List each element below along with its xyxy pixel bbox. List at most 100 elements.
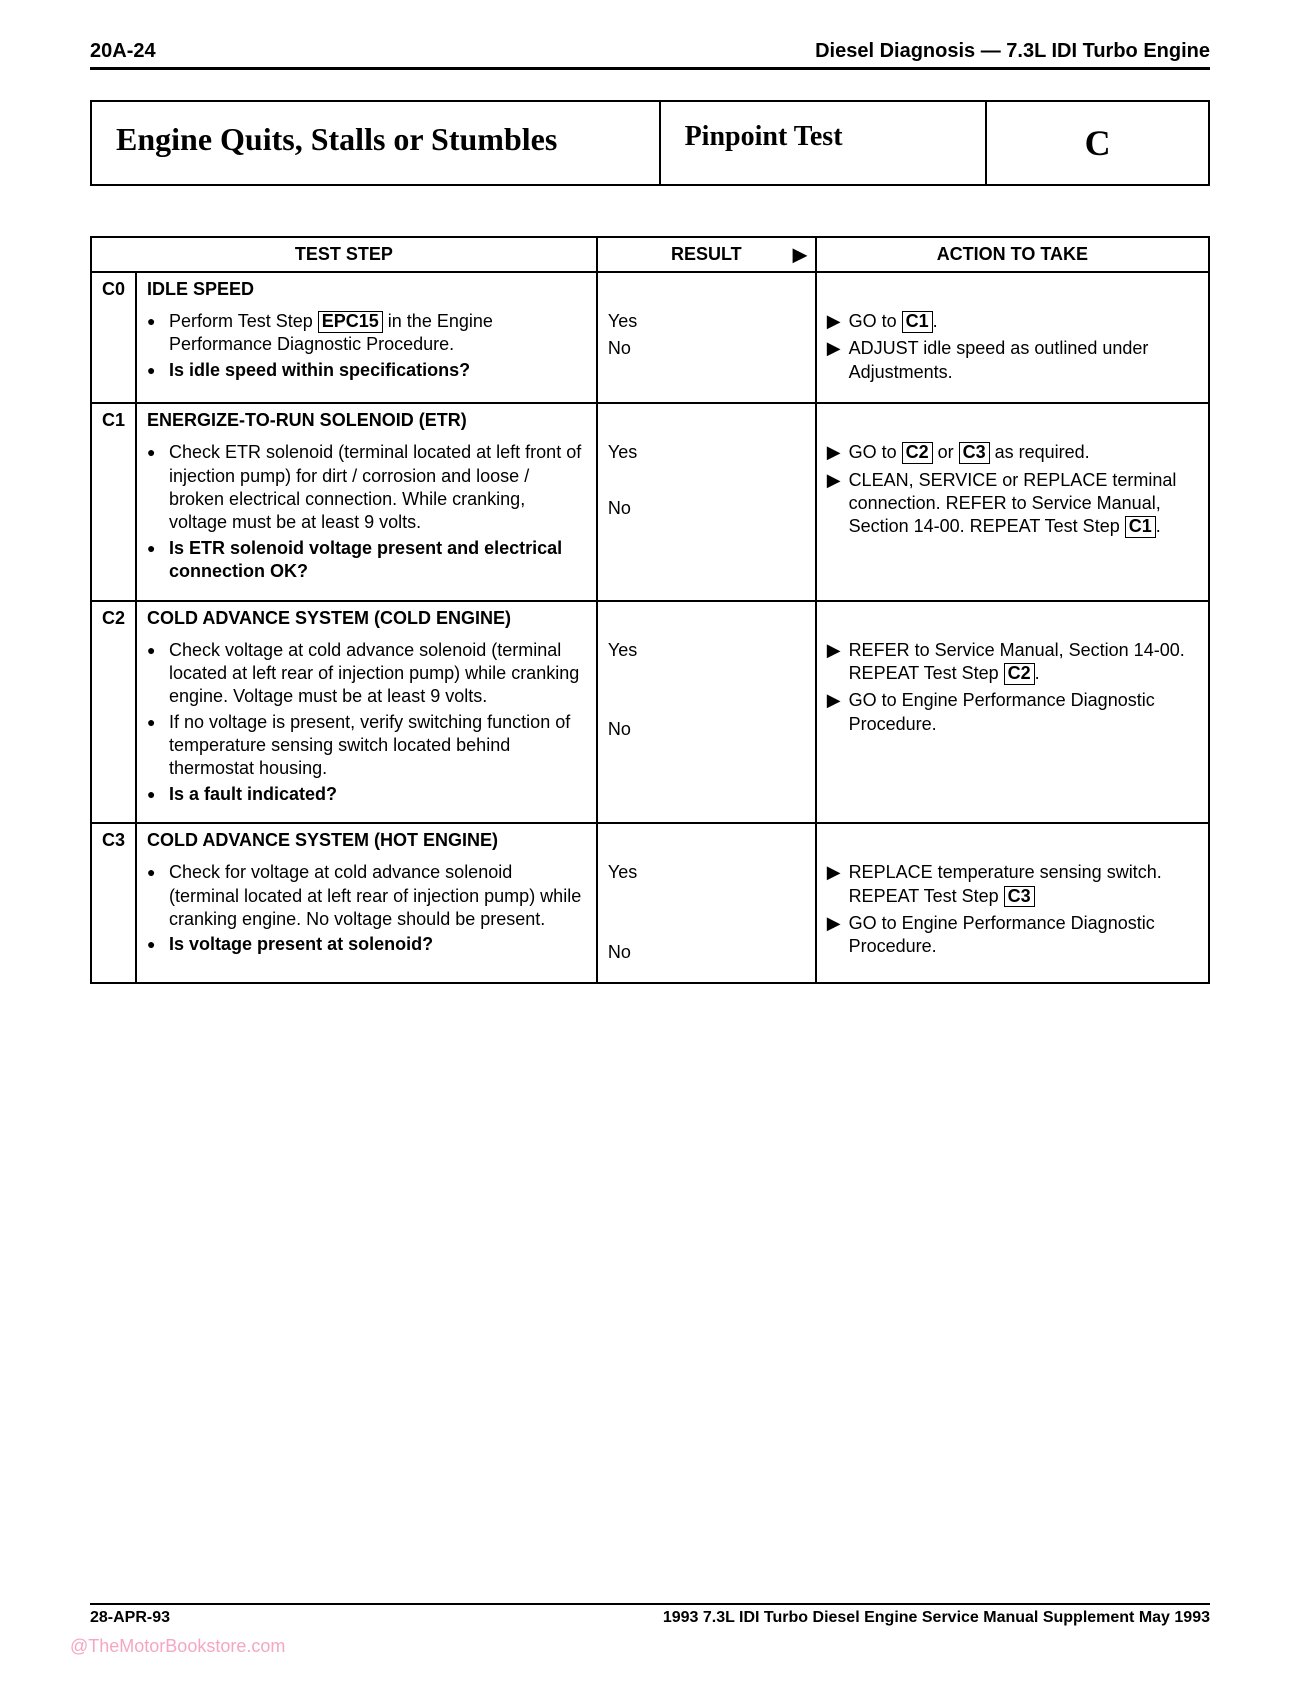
action-text: GO to Engine Performance Diagnostic Proc… xyxy=(849,912,1198,959)
result-no: No xyxy=(608,337,631,360)
result-no: No xyxy=(608,718,631,741)
empty-cell xyxy=(597,403,816,437)
bullet-item: Perform Test Step EPC15 in the Engine Pe… xyxy=(169,310,586,357)
arrow-right-icon: ▶ xyxy=(827,310,841,333)
arrow-right-icon: ▶ xyxy=(827,912,841,935)
step-content: Perform Test Step EPC15 in the Engine Pe… xyxy=(136,306,597,403)
step-c0-header: C0 IDLE SPEED xyxy=(91,272,1209,306)
empty-cell xyxy=(91,635,136,824)
step-c0-body: Perform Test Step EPC15 in the Engine Pe… xyxy=(91,306,1209,403)
bullet-item: Check for voltage at cold advance soleno… xyxy=(169,861,586,931)
ref-box: EPC15 xyxy=(318,311,383,333)
step-title: IDLE SPEED xyxy=(136,272,597,306)
question-text: Is ETR solenoid voltage present and elec… xyxy=(169,538,562,581)
page-container: 20A-24 Diesel Diagnosis — 7.3L IDI Turbo… xyxy=(0,0,1300,1014)
bullet-item: If no voltage is present, verify switchi… xyxy=(169,711,586,781)
page-footer: 28-APR-93 1993 7.3L IDI Turbo Diesel Eng… xyxy=(90,1603,1210,1627)
bullet-item: Check voltage at cold advance solenoid (… xyxy=(169,639,586,709)
step-title: COLD ADVANCE SYSTEM (HOT ENGINE) xyxy=(136,823,597,857)
action-cell: ▶ GO to C1. ▶ ADJUST idle speed as outli… xyxy=(816,306,1209,403)
text: Perform Test Step xyxy=(169,311,318,331)
action-cell: ▶ REPLACE temperature sensing switch. RE… xyxy=(816,857,1209,983)
text: as required. xyxy=(990,442,1090,462)
arrow-right-icon: ▶ xyxy=(827,469,841,492)
step-title: ENERGIZE-TO-RUN SOLENOID (ETR) xyxy=(136,403,597,437)
step-content: Check voltage at cold advance solenoid (… xyxy=(136,635,597,824)
empty-cell xyxy=(816,403,1209,437)
action-cell: ▶ REFER to Service Manual, Section 14-00… xyxy=(816,635,1209,824)
result-no: No xyxy=(608,497,631,520)
col-action: ACTION TO TAKE xyxy=(816,237,1209,272)
arrow-right-icon: ▶ xyxy=(793,244,807,265)
step-title: COLD ADVANCE SYSTEM (COLD ENGINE) xyxy=(136,601,597,635)
empty-cell xyxy=(91,306,136,403)
ref-box: C2 xyxy=(902,442,933,464)
result-cell: Yes No xyxy=(597,306,816,403)
result-yes: Yes xyxy=(608,310,637,333)
step-code: C1 xyxy=(91,403,136,437)
test-type-label: Pinpoint Test xyxy=(661,102,988,184)
step-code: C0 xyxy=(91,272,136,306)
text: GO to xyxy=(849,311,902,331)
ref-box: C3 xyxy=(1004,886,1035,908)
question-text: Is voltage present at solenoid? xyxy=(169,934,433,954)
col-result-label: RESULT xyxy=(671,244,742,264)
result-yes: Yes xyxy=(608,441,637,464)
bullet-item: Is a fault indicated? xyxy=(169,783,586,806)
header-title: Diesel Diagnosis — 7.3L IDI Turbo Engine xyxy=(815,40,1210,63)
question-text: Is idle speed within specifications? xyxy=(169,360,470,380)
footer-date: 28-APR-93 xyxy=(90,1609,170,1627)
bullet-item: Is voltage present at solenoid? xyxy=(169,933,586,956)
action-text: REPLACE temperature sensing switch. REPE… xyxy=(849,861,1198,908)
step-c1-body: Check ETR solenoid (terminal located at … xyxy=(91,437,1209,600)
result-cell: Yes No xyxy=(597,635,816,824)
arrow-right-icon: ▶ xyxy=(827,689,841,712)
action-text: CLEAN, SERVICE or REPLACE terminal conne… xyxy=(849,469,1198,539)
step-content: Check ETR solenoid (terminal located at … xyxy=(136,437,597,600)
empty-cell xyxy=(597,823,816,857)
action-text: REFER to Service Manual, Section 14-00. … xyxy=(849,639,1198,686)
result-cell: Yes No xyxy=(597,857,816,983)
action-text: GO to C2 or C3 as required. xyxy=(849,441,1090,464)
text: . xyxy=(1035,663,1040,683)
col-test-step: TEST STEP xyxy=(91,237,597,272)
arrow-right-icon: ▶ xyxy=(827,639,841,662)
text: . xyxy=(1156,516,1161,536)
result-cell: Yes No xyxy=(597,437,816,600)
watermark: @TheMotorBookstore.com xyxy=(70,1636,285,1657)
text: GO to xyxy=(849,442,902,462)
bullet-item: Is idle speed within specifications? xyxy=(169,359,586,382)
arrow-right-icon: ▶ xyxy=(827,441,841,464)
ref-box: C3 xyxy=(959,442,990,464)
ref-box: C1 xyxy=(902,311,933,333)
test-letter: C xyxy=(987,102,1208,184)
arrow-right-icon: ▶ xyxy=(827,337,841,360)
result-yes: Yes xyxy=(608,861,637,884)
text: or xyxy=(933,442,959,462)
diagnostic-table: TEST STEP RESULT ▶ ACTION TO TAKE C0 IDL… xyxy=(90,236,1210,984)
symptom-title: Engine Quits, Stalls or Stumbles xyxy=(92,102,661,184)
arrow-right-icon: ▶ xyxy=(827,861,841,884)
title-box: Engine Quits, Stalls or Stumbles Pinpoin… xyxy=(90,100,1210,186)
result-no: No xyxy=(608,941,631,964)
bullet-item: Is ETR solenoid voltage present and elec… xyxy=(169,537,586,584)
action-text: ADJUST idle speed as outlined under Adju… xyxy=(849,337,1198,384)
step-c1-header: C1 ENERGIZE-TO-RUN SOLENOID (ETR) xyxy=(91,403,1209,437)
step-c3-body: Check for voltage at cold advance soleno… xyxy=(91,857,1209,983)
step-code: C3 xyxy=(91,823,136,857)
empty-cell xyxy=(597,601,816,635)
ref-box: C1 xyxy=(1125,516,1156,538)
bullet-item: Check ETR solenoid (terminal located at … xyxy=(169,441,586,535)
ref-box: C2 xyxy=(1004,663,1035,685)
text: . xyxy=(933,311,938,331)
step-c3-header: C3 COLD ADVANCE SYSTEM (HOT ENGINE) xyxy=(91,823,1209,857)
action-text: GO to C1. xyxy=(849,310,938,333)
step-c2-body: Check voltage at cold advance solenoid (… xyxy=(91,635,1209,824)
empty-cell xyxy=(816,272,1209,306)
page-header: 20A-24 Diesel Diagnosis — 7.3L IDI Turbo… xyxy=(90,40,1210,70)
empty-cell xyxy=(816,823,1209,857)
result-yes: Yes xyxy=(608,639,637,662)
step-content: Check for voltage at cold advance soleno… xyxy=(136,857,597,983)
empty-cell xyxy=(597,272,816,306)
action-cell: ▶ GO to C2 or C3 as required. ▶ CLEAN, S… xyxy=(816,437,1209,600)
